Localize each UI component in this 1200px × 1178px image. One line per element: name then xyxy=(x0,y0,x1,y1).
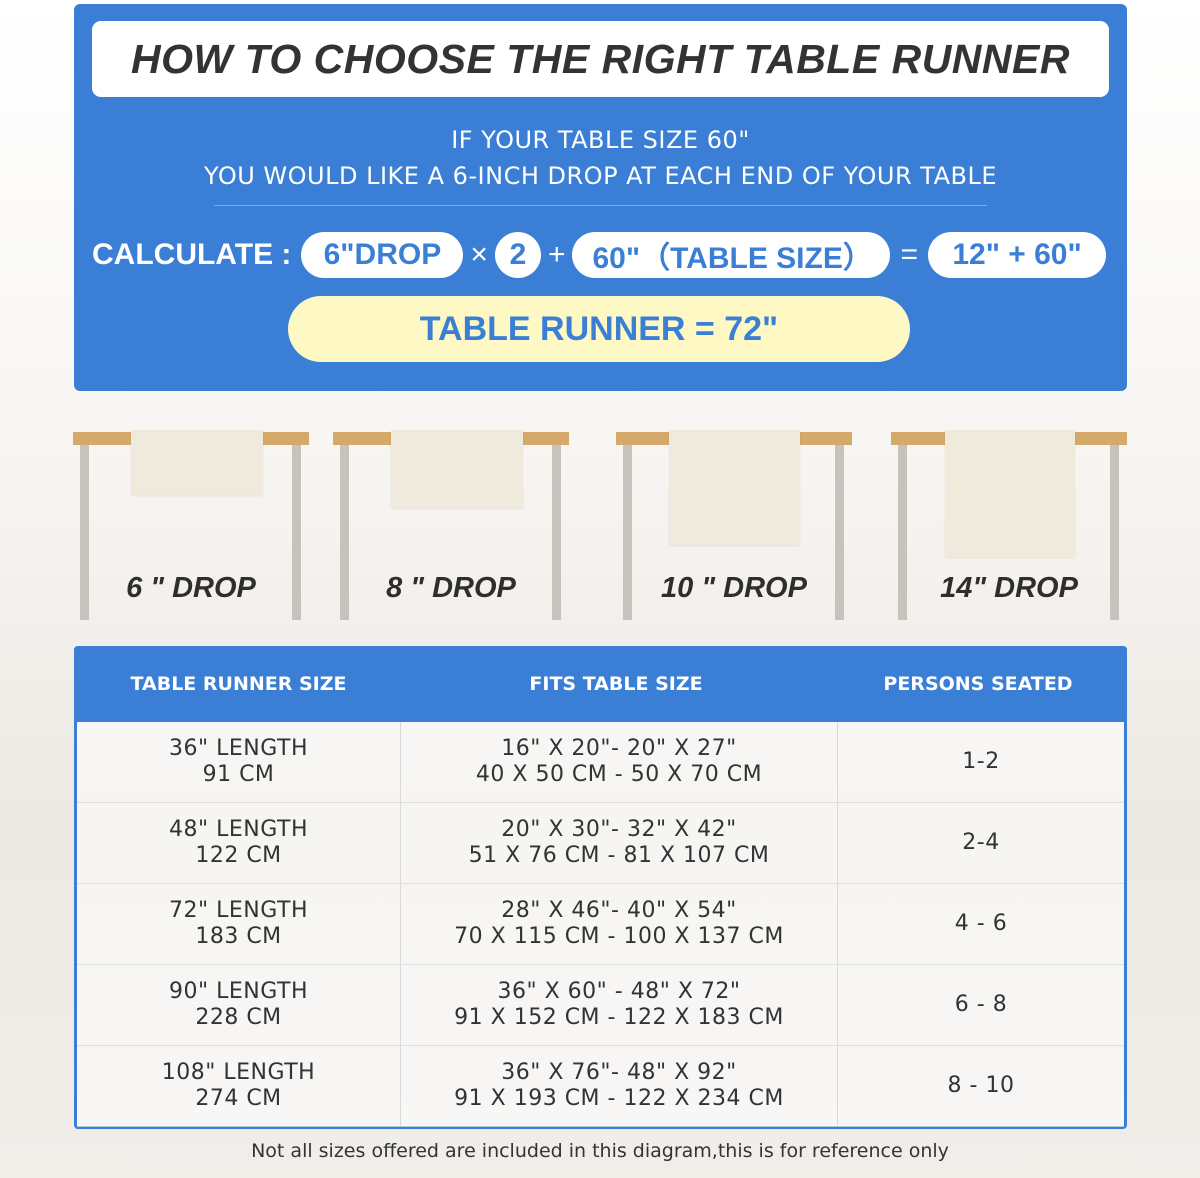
fits-cm: 51 X 76 CM - 81 X 107 CM xyxy=(468,843,770,868)
drop-pill: 6"DROP xyxy=(301,232,464,278)
fits-inches: 20" X 30"- 32" X 42" xyxy=(501,817,737,842)
fits-cm: 91 X 193 CM - 122 X 234 CM xyxy=(454,1086,784,1111)
table-leg xyxy=(898,445,907,620)
drop-diagram-8: 8 " DROP xyxy=(333,430,569,622)
table-size-pill: 60"（TABLE SIZE） xyxy=(572,232,891,278)
length-inches: 48" LENGTH xyxy=(169,817,308,842)
drop-label: 8 " DROP xyxy=(386,572,516,604)
page-title: HOW TO CHOOSE THE RIGHT TABLE RUNNER xyxy=(92,21,1109,97)
multiplier-pill: 2 xyxy=(494,232,541,278)
intro-line-1: IF YOUR TABLE SIZE 60" xyxy=(451,126,750,154)
divider xyxy=(214,205,987,206)
calculation-row: CALCULATE : 6"DROP × 2 + 60"（TABLE SIZE）… xyxy=(92,232,1107,278)
calculation-panel: HOW TO CHOOSE THE RIGHT TABLE RUNNER IF … xyxy=(74,4,1127,391)
table-row: 48" LENGTH 122 CM 20" X 30"- 32" X 42" 51 … xyxy=(77,803,1124,884)
result-pill: TABLE RUNNER = 72" xyxy=(288,296,910,362)
header-fits-table: FITS TABLE SIZE xyxy=(529,673,703,695)
table-header: TABLE RUNNER SIZE FITS TABLE SIZE PERSON… xyxy=(74,646,1127,722)
runner-drop xyxy=(945,430,1075,557)
runner-drop xyxy=(131,430,263,495)
fits-table-cell: 20" X 30"- 32" X 42" 51 X 76 CM - 81 X 10… xyxy=(400,803,838,883)
drop-label: 14" DROP xyxy=(940,572,1078,604)
persons-cell: 8 - 10 xyxy=(947,1073,1015,1098)
fits-cm: 70 X 115 CM - 100 X 137 CM xyxy=(454,924,784,949)
calculate-label: CALCULATE : xyxy=(92,238,292,271)
runner-drop xyxy=(391,430,523,508)
length-cm: 183 CM xyxy=(195,924,282,949)
fits-table-cell: 28" X 46"- 40" X 54" 70 X 115 CM - 100 X … xyxy=(400,884,838,964)
footnote: Not all sizes offered are included in th… xyxy=(251,1140,949,1162)
drop-label: 6 " DROP xyxy=(126,572,256,604)
table-leg xyxy=(552,445,561,620)
length-inches: 36" LENGTH xyxy=(169,736,308,761)
length-inches: 72" LENGTH xyxy=(169,898,308,923)
header-runner-size: TABLE RUNNER SIZE xyxy=(130,673,347,695)
equals-sign: = xyxy=(900,238,919,271)
table-row: 90" LENGTH 228 CM 36" X 60" - 48" X 72" 91… xyxy=(77,965,1124,1046)
persons-cell: 2-4 xyxy=(962,830,1000,855)
drop-diagram-10: 10 " DROP xyxy=(616,430,852,622)
drop-diagram-14: 14" DROP xyxy=(891,430,1127,622)
fits-cm: 91 X 152 CM - 122 X 183 CM xyxy=(454,1005,784,1030)
table-leg xyxy=(80,445,89,620)
runner-drop xyxy=(669,430,800,545)
fits-inches: 36" X 76"- 48" X 92" xyxy=(501,1060,737,1085)
table-row: 108" LENGTH 274 CM 36" X 76"- 48" X 92" 91… xyxy=(77,1046,1124,1127)
size-table: TABLE RUNNER SIZE FITS TABLE SIZE PERSON… xyxy=(74,646,1127,1129)
intro-line-2: YOU WOULD LIKE A 6-INCH DROP AT EACH END… xyxy=(204,162,997,190)
fits-table-cell: 36" X 76"- 48" X 92" 91 X 193 CM - 122 X … xyxy=(400,1046,838,1126)
runner-size-cell: 72" LENGTH 183 CM xyxy=(77,884,400,964)
length-cm: 91 CM xyxy=(202,762,275,787)
table-leg xyxy=(1110,445,1119,620)
fits-table-cell: 16" X 20"- 20" X 27" 40 X 50 CM - 50 X 70… xyxy=(400,722,838,802)
length-inches: 108" LENGTH xyxy=(161,1060,316,1085)
length-inches: 90" LENGTH xyxy=(169,979,308,1004)
length-cm: 274 CM xyxy=(195,1086,282,1111)
table-leg xyxy=(292,445,301,620)
persons-cell: 6 - 8 xyxy=(954,992,1008,1017)
plus-sign: + xyxy=(547,238,566,271)
drop-diagram-6: 6 " DROP xyxy=(73,430,309,622)
fits-inches: 28" X 46"- 40" X 54" xyxy=(501,898,737,923)
table-row: 72" LENGTH 183 CM 28" X 46"- 40" X 54" 70 … xyxy=(77,884,1124,965)
fits-inches: 16" X 20"- 20" X 27" xyxy=(501,736,737,761)
drop-label: 10 " DROP xyxy=(661,572,807,604)
times-sign: × xyxy=(470,238,488,271)
table-leg xyxy=(623,445,632,620)
sum-pill: 12" + 60" xyxy=(928,232,1107,278)
table-leg xyxy=(340,445,349,620)
table-leg xyxy=(835,445,844,620)
fits-inches: 36" X 60" - 48" X 72" xyxy=(497,979,741,1004)
persons-cell: 1-2 xyxy=(962,749,1000,774)
table-row: 36" LENGTH 91 CM 16" X 20"- 20" X 27" 40 X… xyxy=(77,722,1124,803)
length-cm: 228 CM xyxy=(195,1005,282,1030)
runner-size-cell: 90" LENGTH 228 CM xyxy=(77,965,400,1045)
runner-size-cell: 48" LENGTH 122 CM xyxy=(77,803,400,883)
fits-table-cell: 36" X 60" - 48" X 72" 91 X 152 CM - 122 X… xyxy=(400,965,838,1045)
runner-size-cell: 36" LENGTH 91 CM xyxy=(77,722,400,802)
runner-size-cell: 108" LENGTH 274 CM xyxy=(77,1046,400,1126)
persons-cell: 4 - 6 xyxy=(954,911,1008,936)
fits-cm: 40 X 50 CM - 50 X 70 CM xyxy=(475,762,763,787)
length-cm: 122 CM xyxy=(195,843,282,868)
header-persons: PERSONS SEATED xyxy=(883,673,1073,695)
